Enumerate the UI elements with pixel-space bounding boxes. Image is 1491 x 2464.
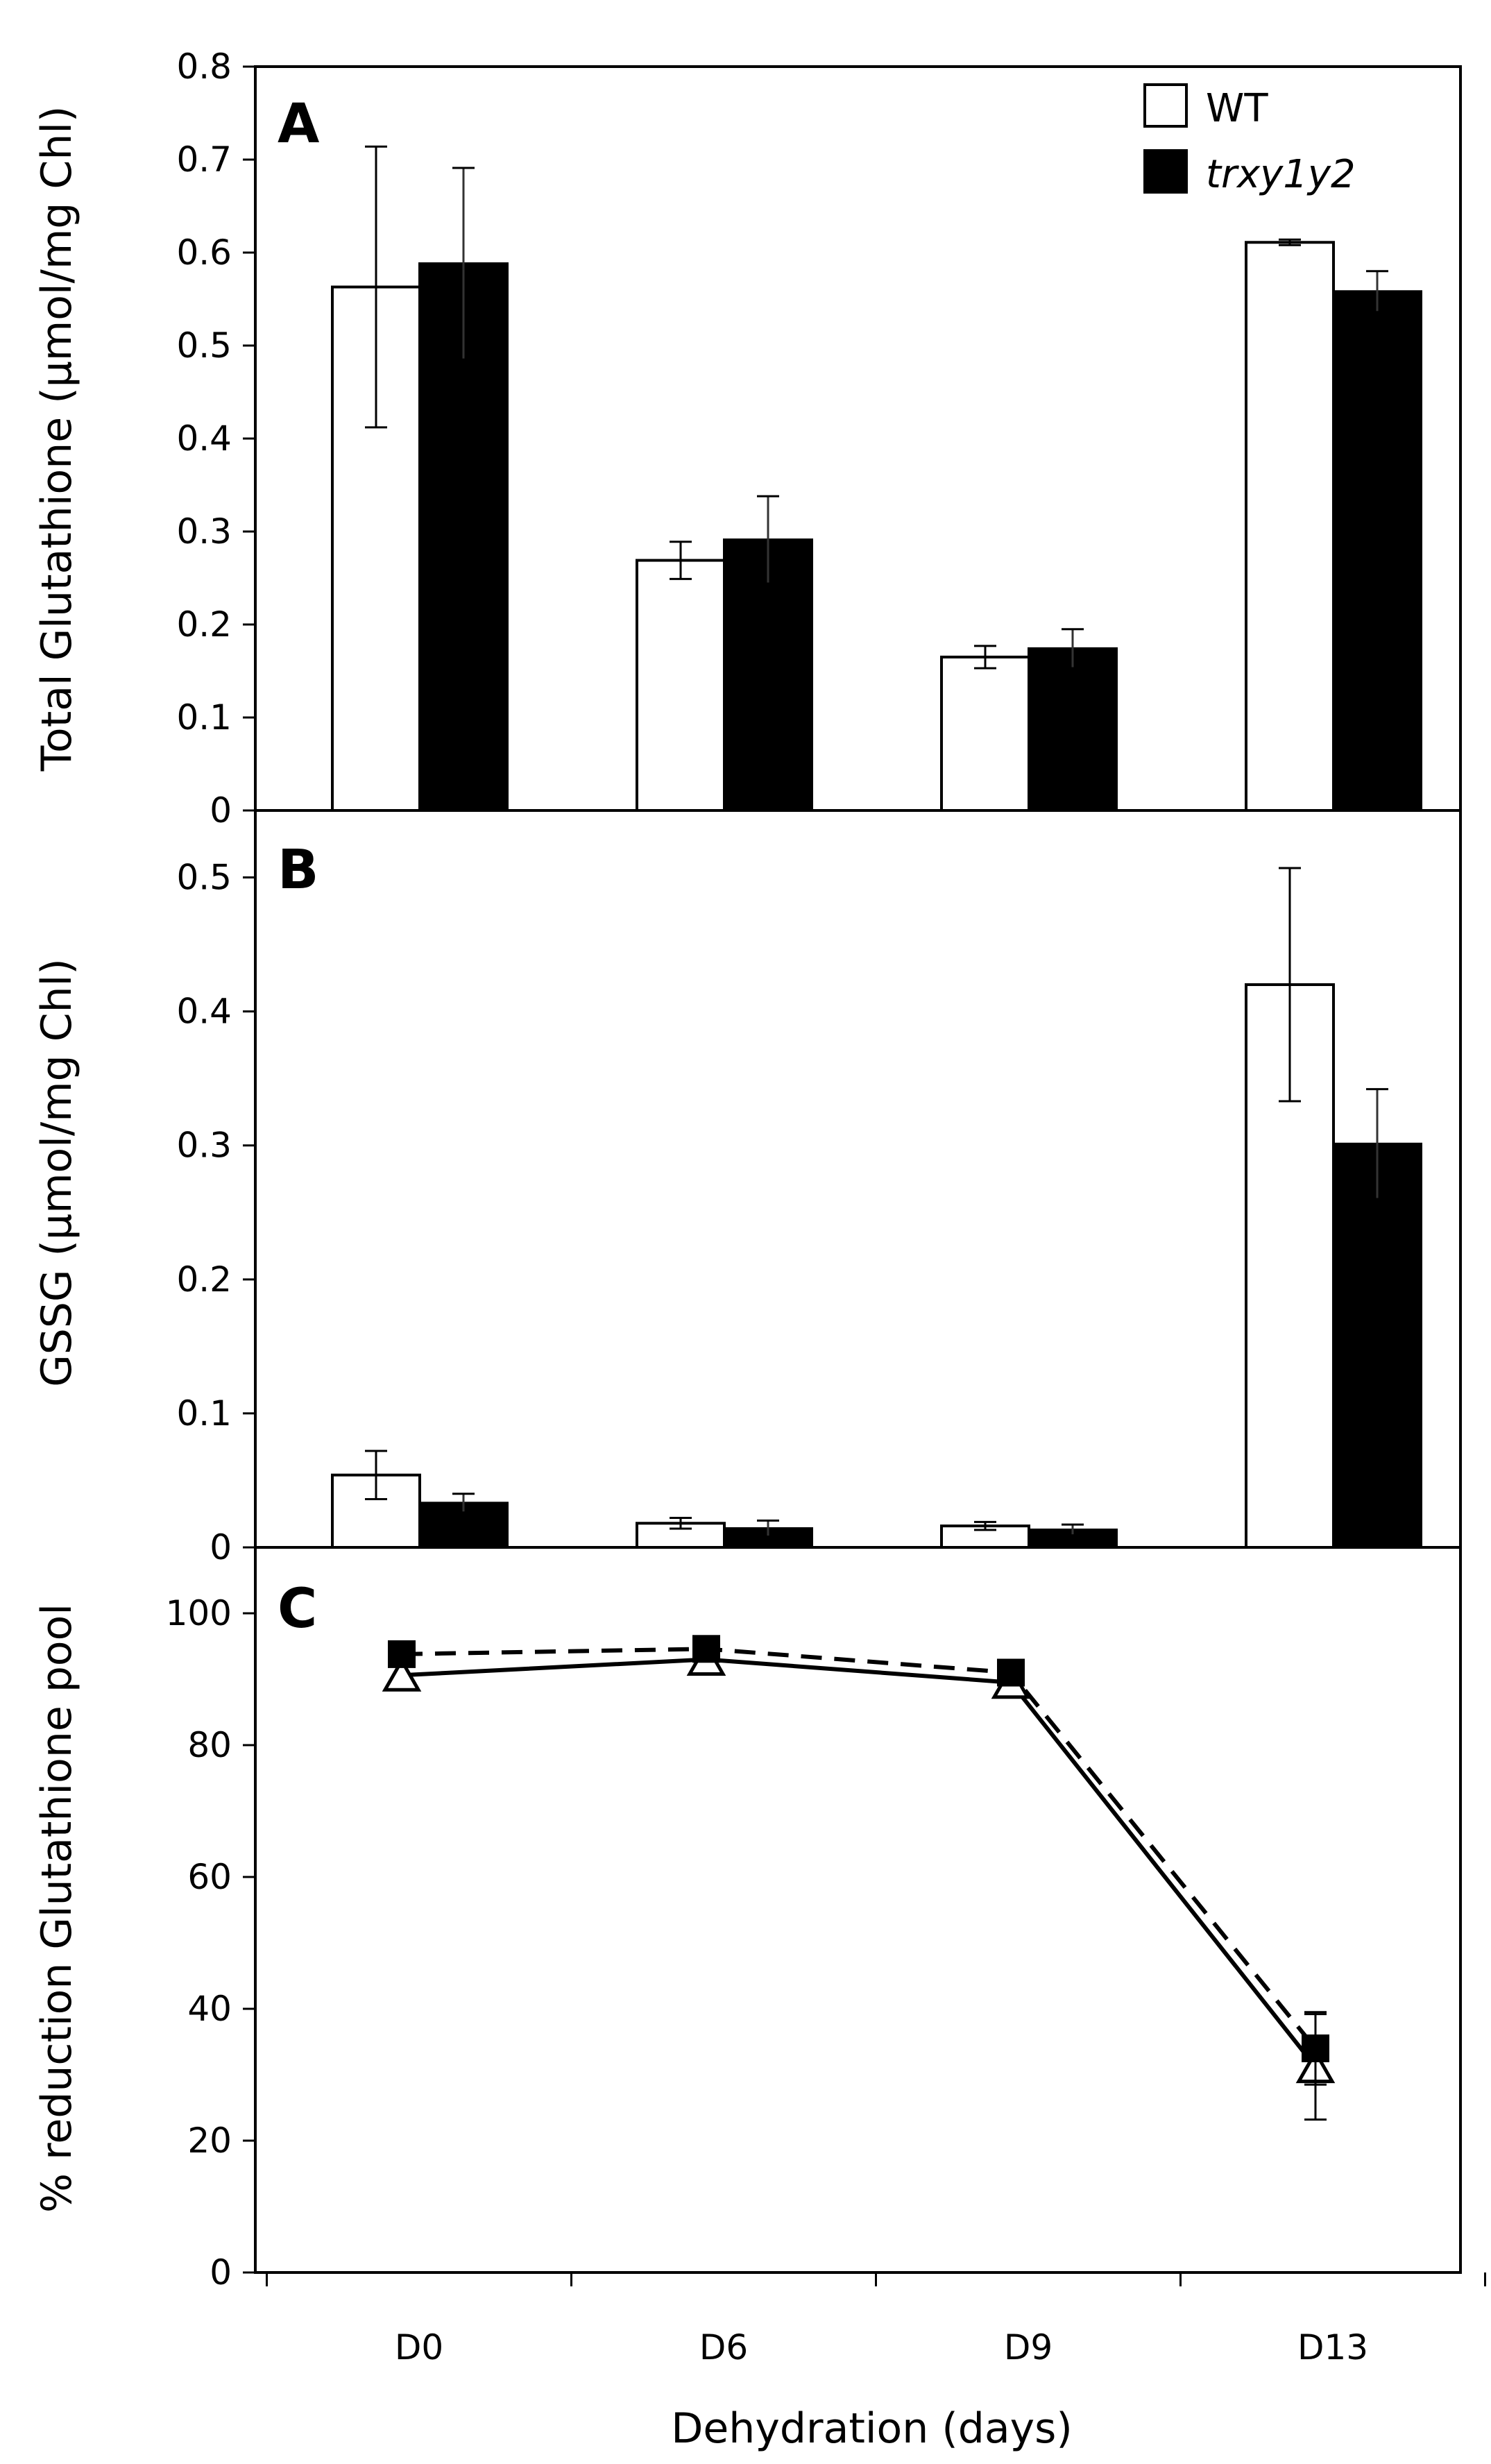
panel-c: 0 20 40 60 80 100 % reduction Glutathione pool… [33,1546,1486,2453]
y-tick-label: 0.1 [176,697,232,738]
wt-legend-swatch [1143,83,1188,128]
x-axis-title: Dehydration (days) [671,2404,1073,2453]
trxy1y2-point [1302,2034,1329,2062]
y-tick-label: 0.2 [176,604,232,645]
y-axis-title: Total Glutathione (µmol/mg Chl) [33,106,81,772]
trxy1y2-legend-label: trxy1y2 [1206,152,1356,197]
y-tick-label: 0.3 [176,1125,232,1166]
y-tick-label: 0.8 [176,46,232,87]
trxy1y2-bar [1332,290,1422,812]
wt-legend-label: WT [1206,86,1268,131]
y-tick-label: 0.2 [176,1259,232,1300]
trxy1y2-point [997,1658,1025,1687]
panel-letter: A [278,93,319,155]
y-axis-title: GSSG (µmol/mg Chl) [33,958,81,1386]
y-tick-label: 0.6 [176,232,232,273]
y-tick-label: 0 [210,1527,232,1567]
y-tick-label: 0.3 [176,511,232,552]
y-tick-label: 0.7 [176,139,232,180]
wt-bar [1245,241,1335,812]
wt-point [382,1657,422,1692]
y-tick-label: 100 [166,1593,232,1633]
panel-a: 0 0.1 0.2 0.3 0.4 0.5 0.6 0.7 0.8 Total Glutathio… [33,46,1462,831]
wt-bar [636,559,726,812]
y-tick-label: 20 [187,2121,232,2161]
x-tick-label: D9 [1004,2327,1053,2368]
y-tick-label: 0.5 [176,858,232,898]
y-tick-label: 0.4 [176,992,232,1032]
wt-bar [940,655,1030,813]
y-tick-label: 40 [187,1989,232,2029]
y-tick-label: 80 [187,1725,232,1765]
y-tick-label: 0.5 [176,325,232,366]
y-tick-label: 0 [210,2252,232,2293]
wt-series-line [401,1657,1318,2068]
panel-letter: B [278,839,318,901]
y-tick-label: 0.1 [176,1393,232,1434]
x-tick-label: D6 [699,2327,748,2368]
panel-b: 0 0.1 0.2 0.3 0.4 0.5 GSSG (µmol/mg Chl) B [33,809,1462,1567]
plot-frame [254,1546,1462,2274]
panel-letter: C [278,1578,317,1640]
y-tick-label: 0 [210,790,232,831]
y-tick-label: 60 [187,1857,232,1897]
trxy1y2-point [388,1640,416,1668]
trxy1y2-legend-swatch [1143,149,1188,194]
trxy1y2-bar [1028,647,1118,813]
x-tick-label: D0 [395,2327,443,2368]
x-tick-label: D13 [1297,2327,1368,2368]
trxy1y2-point [692,1635,720,1663]
trxy1y2-series-line [401,1647,1318,2050]
y-axis-title: % reduction Glutathione pool [33,1604,81,2213]
y-tick-label: 0.4 [176,418,232,459]
trxy1y2-bar [1332,1142,1422,1549]
